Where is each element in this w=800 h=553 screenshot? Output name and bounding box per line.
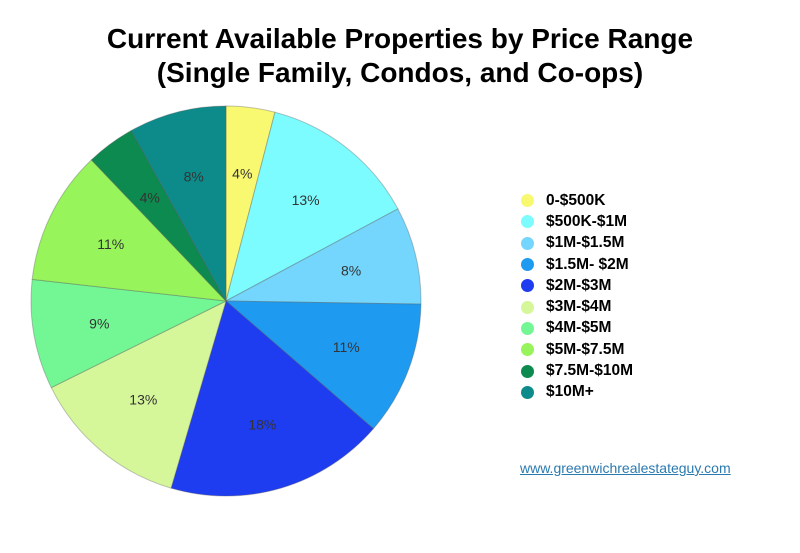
- legend-label: $7.5M-$10M: [546, 362, 634, 380]
- pie-slice-4m-5m: [30, 278, 228, 389]
- pie-value-label-7-5m-10m: 4%: [140, 189, 160, 205]
- legend-label: $2M-$3M: [546, 276, 612, 294]
- legend-swatch: [521, 364, 534, 378]
- pie-value-label-1-5m-2m: 11%: [333, 339, 360, 355]
- pie-slice-1-5m-2m: [224, 300, 422, 430]
- legend-item-7-5m-10m: $7.5M-$10M: [521, 360, 633, 381]
- legend-swatch: [521, 279, 534, 293]
- pie-slice-500k-1m: [225, 111, 399, 302]
- legend-swatch: [521, 258, 534, 272]
- legend-swatch: [521, 300, 534, 314]
- chart-title-line-2: (Single Family, Condos, and Co-ops): [156, 57, 644, 88]
- pie-slice-7-5m-10m: [90, 129, 227, 302]
- legend-label: 0-$500K: [546, 191, 606, 209]
- pie-value-label-1m-1-5m: 8%: [341, 263, 361, 279]
- source-website-link[interactable]: www.greenwichrealestateguy.com: [520, 460, 731, 476]
- pie-value-label-10m: 8%: [184, 168, 204, 184]
- chart-title: Current Available Properties by Price Ra…: [0, 22, 800, 90]
- legend-label: $10M+: [546, 383, 594, 401]
- pie-value-label-2m-3m: 18%: [248, 417, 276, 433]
- legend-item-3m-4m: $3M-$4M: [521, 296, 633, 317]
- pie-slice-1m-1-5m: [224, 208, 422, 305]
- pie-value-label-500k-1m: 13%: [292, 192, 320, 208]
- pie-value-label-0-500k: 4%: [232, 165, 252, 181]
- pie-slice-0-500k: [225, 105, 276, 302]
- pie-value-label-3m-4m: 13%: [129, 392, 157, 408]
- pie-value-label-4m-5m: 9%: [89, 315, 109, 331]
- legend-label: $1M-$1.5M: [546, 234, 625, 252]
- legend-swatch: [521, 236, 534, 250]
- legend-swatch: [521, 215, 534, 229]
- legend-item-500k-1m: $500K-$1M: [521, 211, 633, 232]
- legend-label: $5M-$7.5M: [546, 340, 625, 358]
- legend-item-10m: $10M+: [521, 382, 633, 403]
- legend-item-1m-1-5m: $1M-$1.5M: [521, 233, 633, 254]
- legend-item-4m-5m: $4M-$5M: [521, 318, 633, 339]
- legend-item-2m-3m: $2M-$3M: [521, 275, 633, 296]
- chart-title-line-1: Current Available Properties by Price Ra…: [106, 23, 694, 54]
- pie-slices: [30, 105, 422, 497]
- pie-slice-5m-7-5m: [31, 159, 228, 302]
- legend-label: $500K-$1M: [546, 212, 627, 230]
- pie-value-labels: 4% 13% 8% 11% 18% 13% 9% 11% 4% 8%: [89, 165, 361, 432]
- legend-label: $4M-$5M: [546, 319, 612, 337]
- legend-label: $3M-$4M: [546, 298, 612, 316]
- legend-label: $1.5M- $2M: [546, 255, 629, 273]
- chart-legend: 0-$500K $500K-$1M $1M-$1.5M $1.5M- $2M $2M-$…: [521, 190, 633, 403]
- pie-slice-10m: [130, 105, 227, 303]
- pie-slice-3m-4m: [50, 300, 227, 489]
- legend-swatch: [521, 385, 534, 399]
- pie-value-label-5m-7-5m: 11%: [97, 236, 124, 252]
- pie-slice-2m-3m: [170, 300, 375, 497]
- legend-item-1-5m-2m: $1.5M- $2M: [521, 254, 633, 275]
- legend-item-5m-7-5m: $5M-$7.5M: [521, 339, 633, 360]
- legend-swatch: [521, 194, 534, 208]
- legend-swatch: [521, 343, 534, 357]
- legend-swatch: [521, 321, 534, 335]
- legend-item-0-500k: 0-$500K: [521, 190, 633, 211]
